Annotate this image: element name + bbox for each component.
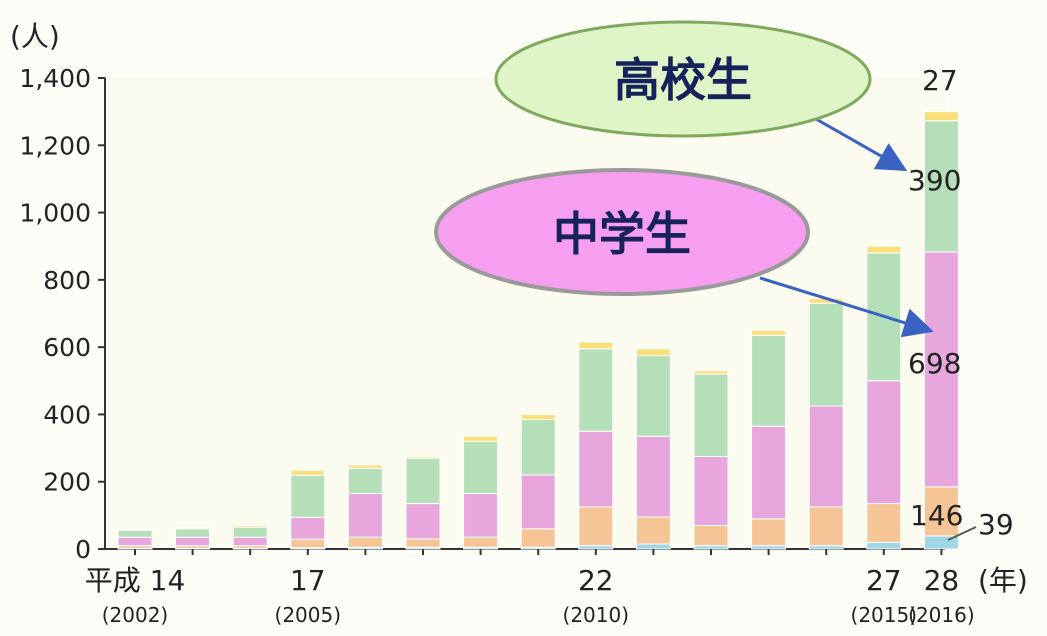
bar-segment — [751, 518, 787, 547]
bar-segment — [635, 435, 671, 518]
bar-segment — [866, 380, 902, 505]
bar-segment — [520, 418, 556, 476]
bar-segment — [405, 457, 441, 505]
y-tick-label: 0 — [75, 535, 91, 564]
bar-segment — [117, 529, 153, 538]
bar-segment — [232, 524, 268, 528]
bar-segment — [463, 536, 499, 548]
bar-segment — [808, 506, 844, 547]
x-tick-sublabel: (2016) — [908, 603, 975, 627]
bar-segment — [117, 528, 153, 531]
bar-segment — [463, 492, 499, 538]
bar-segment — [866, 503, 902, 543]
data-label-blue-leader — [947, 526, 977, 541]
bar-segment — [405, 503, 441, 540]
bar-segment — [520, 528, 556, 548]
x-tick-label: 17 — [290, 564, 326, 597]
y-tick-label: 600 — [43, 333, 91, 362]
y-tick-label: 800 — [43, 266, 91, 295]
y-tick-label: 400 — [43, 400, 91, 429]
data-label-blue: 39 — [978, 508, 1014, 541]
bar-segment — [175, 528, 211, 538]
x-tick-label: 平成 14 — [85, 564, 186, 597]
x-tick-label: 27 — [866, 564, 902, 597]
bar-segment — [175, 536, 211, 547]
bar-segment — [693, 524, 729, 547]
bar-segment — [175, 527, 211, 530]
bar-segment — [751, 329, 787, 336]
bar-segment — [463, 435, 499, 442]
high-school-bubble — [494, 20, 872, 138]
x-tick-label: 28 — [924, 564, 960, 597]
bar-segment — [808, 405, 844, 508]
bar-segment — [232, 526, 268, 538]
middle-school-callout-text: 中学生 — [553, 207, 691, 261]
y-tick-label: 1,400 — [19, 64, 91, 93]
bar-segment — [578, 348, 614, 432]
bar-segment — [923, 251, 959, 488]
bar-segment — [635, 348, 671, 357]
bar-segment — [693, 455, 729, 526]
y-tick-label: 200 — [43, 468, 91, 497]
bar-segment — [578, 430, 614, 508]
data-label-top: 27 — [922, 64, 958, 97]
bar-segment — [347, 492, 383, 538]
bar-segment — [117, 536, 153, 547]
bar-segment — [578, 341, 614, 350]
x-tick-sublabel: (2002) — [102, 603, 169, 627]
bar-segment — [347, 467, 383, 494]
bar-segment — [693, 373, 729, 457]
data-label-high-school: 390 — [908, 164, 961, 197]
bar-segment — [290, 474, 326, 518]
bar-segment — [232, 536, 268, 547]
x-axis-unit-label: (年) — [978, 564, 1028, 597]
bar-segment — [693, 370, 729, 375]
middle-school-bubble — [434, 168, 810, 296]
bar-segment — [635, 543, 671, 550]
x-tick-label: 22 — [578, 564, 614, 597]
bar-segment — [751, 545, 787, 550]
bar-segment — [290, 538, 326, 549]
x-tick-sublabel: (2010) — [563, 603, 630, 627]
bar-segment — [635, 516, 671, 545]
bar-segment — [693, 545, 729, 550]
bar-segment — [866, 245, 902, 254]
high-school-arrow — [815, 117, 908, 171]
bar-segment — [923, 486, 959, 537]
bar-segment — [520, 413, 556, 420]
x-tick-sublabel: (2015) — [851, 603, 918, 627]
bar-segment — [635, 355, 671, 437]
high-school-callout-text: 高校生 — [614, 53, 752, 107]
y-axis-unit-label: (人) — [10, 20, 60, 53]
bar-segment — [866, 541, 902, 550]
bar-segment — [520, 474, 556, 530]
bar-segment — [290, 469, 326, 476]
bar-segment — [463, 440, 499, 494]
bar-segment — [405, 538, 441, 548]
bar-segment — [808, 302, 844, 407]
bar-segment — [578, 545, 614, 550]
bar-segment — [923, 111, 959, 122]
bar-segment — [808, 545, 844, 550]
x-tick-sublabel: (2005) — [275, 603, 342, 627]
bar-segment — [578, 506, 614, 547]
bar-segment — [751, 334, 787, 427]
bar-segment — [347, 536, 383, 548]
data-label-orange: 146 — [910, 499, 963, 532]
bar-segment — [405, 455, 441, 459]
y-tick-label: 1,000 — [19, 199, 91, 228]
data-label-middle-school: 698 — [908, 347, 961, 380]
y-tick-label: 1,200 — [19, 131, 91, 160]
bar-segment — [347, 464, 383, 469]
middle-school-arrow — [759, 276, 934, 338]
bar-segment — [751, 425, 787, 520]
bar-segment — [290, 516, 326, 540]
